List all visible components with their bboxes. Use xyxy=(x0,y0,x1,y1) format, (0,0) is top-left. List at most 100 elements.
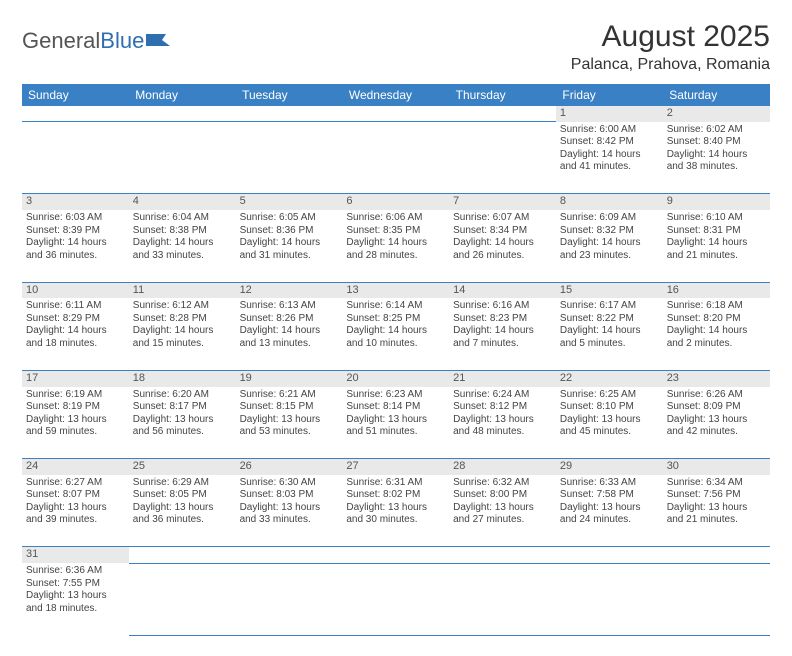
day-detail-cell xyxy=(449,122,556,194)
day-detail-cell: Sunrise: 6:26 AMSunset: 8:09 PMDaylight:… xyxy=(663,387,770,459)
day-number-cell: 20 xyxy=(342,370,449,386)
day-detail-cell: Sunrise: 6:11 AMSunset: 8:29 PMDaylight:… xyxy=(22,298,129,370)
day-number-cell xyxy=(449,106,556,122)
day-number-cell xyxy=(663,547,770,563)
day-detail-cell xyxy=(236,563,343,635)
day-header: Tuesday xyxy=(236,84,343,106)
day-detail-cell: Sunrise: 6:10 AMSunset: 8:31 PMDaylight:… xyxy=(663,210,770,282)
day-detail-cell xyxy=(449,563,556,635)
day-detail-cell: Sunrise: 6:23 AMSunset: 8:14 PMDaylight:… xyxy=(342,387,449,459)
day-header: Saturday xyxy=(663,84,770,106)
day-detail-cell xyxy=(342,122,449,194)
logo: GeneralBlue xyxy=(22,28,170,54)
daynum-row: 31 xyxy=(22,547,770,563)
day-number-cell: 25 xyxy=(129,459,236,475)
day-header: Wednesday xyxy=(342,84,449,106)
day-number-cell: 9 xyxy=(663,194,770,210)
day-number-cell: 18 xyxy=(129,370,236,386)
day-detail-cell: Sunrise: 6:18 AMSunset: 8:20 PMDaylight:… xyxy=(663,298,770,370)
day-number-cell: 24 xyxy=(22,459,129,475)
month-title: August 2025 xyxy=(571,20,770,54)
day-number-cell: 7 xyxy=(449,194,556,210)
day-detail-cell: Sunrise: 6:33 AMSunset: 7:58 PMDaylight:… xyxy=(556,475,663,547)
day-detail-cell: Sunrise: 6:21 AMSunset: 8:15 PMDaylight:… xyxy=(236,387,343,459)
day-number-cell: 13 xyxy=(342,282,449,298)
day-detail-cell: Sunrise: 6:00 AMSunset: 8:42 PMDaylight:… xyxy=(556,122,663,194)
day-number-cell: 10 xyxy=(22,282,129,298)
day-number-cell: 2 xyxy=(663,106,770,122)
day-detail-cell: Sunrise: 6:17 AMSunset: 8:22 PMDaylight:… xyxy=(556,298,663,370)
day-number-cell: 5 xyxy=(236,194,343,210)
day-detail-cell: Sunrise: 6:16 AMSunset: 8:23 PMDaylight:… xyxy=(449,298,556,370)
day-detail-cell: Sunrise: 6:30 AMSunset: 8:03 PMDaylight:… xyxy=(236,475,343,547)
logo-text-blue: Blue xyxy=(100,28,144,54)
day-detail-cell: Sunrise: 6:32 AMSunset: 8:00 PMDaylight:… xyxy=(449,475,556,547)
day-detail-cell xyxy=(22,122,129,194)
day-number-cell: 30 xyxy=(663,459,770,475)
day-detail-cell: Sunrise: 6:25 AMSunset: 8:10 PMDaylight:… xyxy=(556,387,663,459)
day-number-cell xyxy=(342,106,449,122)
day-detail-cell xyxy=(129,122,236,194)
day-number-cell xyxy=(342,547,449,563)
day-detail-cell xyxy=(129,563,236,635)
day-number-cell xyxy=(22,106,129,122)
daynum-row: 3456789 xyxy=(22,194,770,210)
day-detail-cell: Sunrise: 6:19 AMSunset: 8:19 PMDaylight:… xyxy=(22,387,129,459)
calendar-table: SundayMondayTuesdayWednesdayThursdayFrid… xyxy=(22,84,770,636)
logo-text-general: General xyxy=(22,28,100,54)
day-number-cell: 28 xyxy=(449,459,556,475)
day-detail-cell: Sunrise: 6:34 AMSunset: 7:56 PMDaylight:… xyxy=(663,475,770,547)
day-detail-cell xyxy=(556,563,663,635)
day-number-cell: 8 xyxy=(556,194,663,210)
detail-row: Sunrise: 6:36 AMSunset: 7:55 PMDaylight:… xyxy=(22,563,770,635)
title-block: August 2025 Palanca, Prahova, Romania xyxy=(571,20,770,74)
day-header-row: SundayMondayTuesdayWednesdayThursdayFrid… xyxy=(22,84,770,106)
calendar-body: 12Sunrise: 6:00 AMSunset: 8:42 PMDayligh… xyxy=(22,106,770,635)
day-number-cell: 29 xyxy=(556,459,663,475)
day-number-cell xyxy=(449,547,556,563)
day-detail-cell: Sunrise: 6:03 AMSunset: 8:39 PMDaylight:… xyxy=(22,210,129,282)
day-detail-cell: Sunrise: 6:06 AMSunset: 8:35 PMDaylight:… xyxy=(342,210,449,282)
detail-row: Sunrise: 6:11 AMSunset: 8:29 PMDaylight:… xyxy=(22,298,770,370)
day-number-cell: 23 xyxy=(663,370,770,386)
day-number-cell: 16 xyxy=(663,282,770,298)
day-detail-cell xyxy=(236,122,343,194)
day-header: Sunday xyxy=(22,84,129,106)
day-number-cell: 27 xyxy=(342,459,449,475)
detail-row: Sunrise: 6:19 AMSunset: 8:19 PMDaylight:… xyxy=(22,387,770,459)
day-number-cell: 22 xyxy=(556,370,663,386)
day-detail-cell: Sunrise: 6:27 AMSunset: 8:07 PMDaylight:… xyxy=(22,475,129,547)
detail-row: Sunrise: 6:00 AMSunset: 8:42 PMDaylight:… xyxy=(22,122,770,194)
day-detail-cell: Sunrise: 6:14 AMSunset: 8:25 PMDaylight:… xyxy=(342,298,449,370)
day-detail-cell: Sunrise: 6:04 AMSunset: 8:38 PMDaylight:… xyxy=(129,210,236,282)
day-number-cell: 26 xyxy=(236,459,343,475)
daynum-row: 24252627282930 xyxy=(22,459,770,475)
day-number-cell xyxy=(236,106,343,122)
day-header: Thursday xyxy=(449,84,556,106)
day-number-cell xyxy=(236,547,343,563)
day-number-cell xyxy=(556,547,663,563)
daynum-row: 10111213141516 xyxy=(22,282,770,298)
day-detail-cell: Sunrise: 6:36 AMSunset: 7:55 PMDaylight:… xyxy=(22,563,129,635)
day-number-cell: 11 xyxy=(129,282,236,298)
day-number-cell: 21 xyxy=(449,370,556,386)
day-number-cell: 15 xyxy=(556,282,663,298)
day-header: Friday xyxy=(556,84,663,106)
day-detail-cell: Sunrise: 6:24 AMSunset: 8:12 PMDaylight:… xyxy=(449,387,556,459)
daynum-row: 17181920212223 xyxy=(22,370,770,386)
day-detail-cell: Sunrise: 6:13 AMSunset: 8:26 PMDaylight:… xyxy=(236,298,343,370)
day-number-cell: 17 xyxy=(22,370,129,386)
day-header: Monday xyxy=(129,84,236,106)
day-number-cell: 3 xyxy=(22,194,129,210)
day-detail-cell: Sunrise: 6:31 AMSunset: 8:02 PMDaylight:… xyxy=(342,475,449,547)
day-detail-cell: Sunrise: 6:20 AMSunset: 8:17 PMDaylight:… xyxy=(129,387,236,459)
detail-row: Sunrise: 6:27 AMSunset: 8:07 PMDaylight:… xyxy=(22,475,770,547)
day-number-cell: 19 xyxy=(236,370,343,386)
day-number-cell: 12 xyxy=(236,282,343,298)
day-detail-cell: Sunrise: 6:09 AMSunset: 8:32 PMDaylight:… xyxy=(556,210,663,282)
day-detail-cell: Sunrise: 6:07 AMSunset: 8:34 PMDaylight:… xyxy=(449,210,556,282)
day-number-cell: 1 xyxy=(556,106,663,122)
day-detail-cell: Sunrise: 6:02 AMSunset: 8:40 PMDaylight:… xyxy=(663,122,770,194)
day-detail-cell: Sunrise: 6:29 AMSunset: 8:05 PMDaylight:… xyxy=(129,475,236,547)
day-number-cell xyxy=(129,106,236,122)
